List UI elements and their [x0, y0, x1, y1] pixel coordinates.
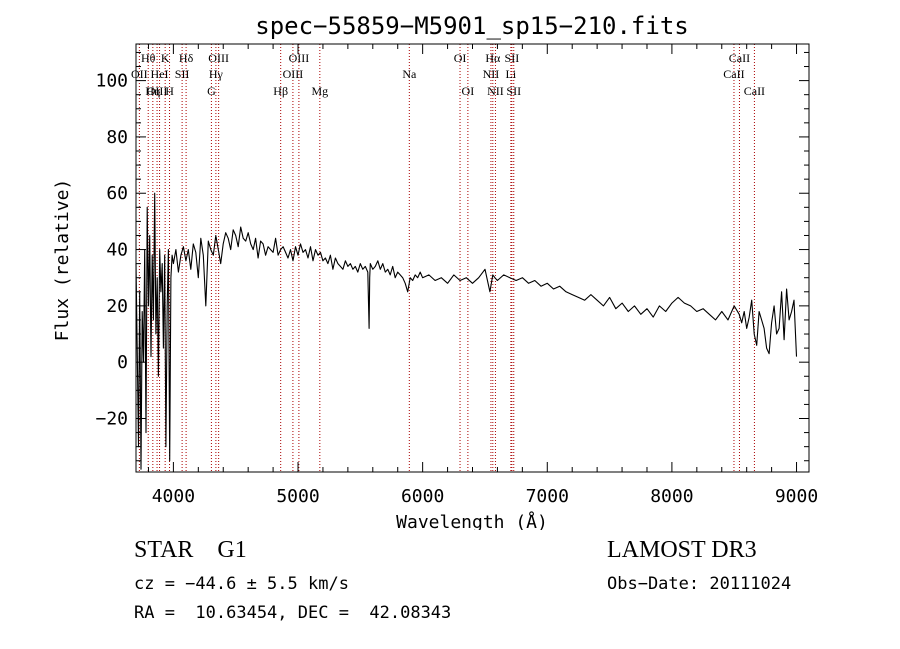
line-marker-label: G: [207, 84, 216, 98]
line-marker-label: OIII: [289, 51, 310, 65]
line-markers: [138, 44, 755, 472]
x-tick-label: 7000: [526, 486, 569, 507]
y-tick-label: 80: [106, 127, 128, 148]
chart-title: spec−55859−M5901_sp15−210.fits: [255, 12, 688, 40]
y-axis: −20 0 20 40 60 80 100: [95, 51, 809, 462]
line-marker-label: CaII: [723, 67, 744, 81]
line-marker-label: Hθ: [141, 51, 156, 65]
y-tick-label: 0: [117, 352, 128, 373]
line-marker-label: NII: [483, 67, 500, 81]
y-tick-label: 40: [106, 240, 128, 261]
line-marker-label: NII: [487, 84, 504, 98]
spectrum-line: [135, 192, 798, 470]
x-tick-label: 8000: [650, 486, 693, 507]
x-tick-label: 5000: [276, 486, 319, 507]
line-marker-label: Hβ: [273, 84, 288, 98]
line-marker-label: OIII: [147, 84, 168, 98]
line-marker-label: Na: [402, 67, 417, 81]
survey-name: LAMOST DR3: [607, 537, 757, 563]
line-marker-label: K: [161, 51, 170, 65]
line-marker-label: OI: [454, 51, 467, 65]
line-marker-label: Hη: [145, 84, 160, 98]
line-marker-label: OI: [462, 84, 475, 98]
line-marker-label: HeI: [151, 67, 169, 81]
line-marker-label: CaII: [729, 51, 750, 65]
x-axis-label: Wavelength (Å): [396, 511, 548, 530]
y-axis-label: Flux (relative): [52, 179, 73, 342]
plot-frame: [135, 43, 810, 473]
line-marker-label: SII: [506, 84, 521, 98]
line-marker-label: Hα: [485, 51, 501, 65]
line-marker-label: H: [165, 84, 174, 98]
x-tick-label: 4000: [152, 486, 195, 507]
spectrum-plot: spec−55859−M5901_sp15−210.fits Hθ OII OIII…: [52, 12, 818, 530]
x-axis: 4000 5000 6000 7000 8000 9000: [147, 44, 818, 507]
line-marker-label: Mg: [311, 84, 328, 98]
line-marker-label: Hγ: [209, 67, 224, 81]
line-marker-label: OII: [131, 67, 148, 81]
line-marker-label: Li: [506, 67, 517, 81]
object-class: STAR G1: [134, 537, 247, 563]
line-marker-label: SII: [175, 67, 190, 81]
y-tick-label: 60: [106, 183, 128, 204]
observation-date: Obs−Date: 20111024: [607, 574, 792, 594]
x-tick-label: 9000: [775, 486, 818, 507]
y-tick-label: 20: [106, 296, 128, 317]
y-tick-label: −20: [95, 409, 128, 430]
x-tick-label: 6000: [401, 486, 444, 507]
line-marker-label: OIII: [283, 67, 304, 81]
line-marker-label: CaII: [744, 84, 765, 98]
y-tick-label: 100: [95, 71, 128, 92]
line-marker-label: SII: [505, 51, 520, 65]
line-marker-label: Hδ: [179, 51, 194, 65]
redshift-cz: cz = −44.6 ± 5.5 km/s: [134, 574, 349, 594]
ra-dec-coordinates: RA = 10.63454, DEC = 42.08343: [134, 603, 452, 623]
spectrum-series: [135, 192, 798, 470]
line-marker-label: OIII: [208, 51, 229, 65]
